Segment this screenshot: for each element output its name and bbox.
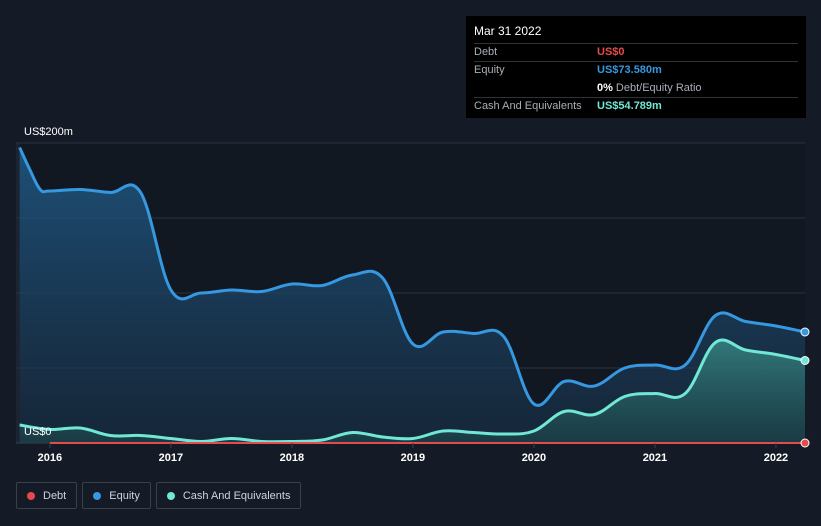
tooltip-cash-value: US$54.789m — [597, 100, 662, 112]
x-tick-label: 2021 — [643, 452, 667, 464]
tooltip-debt-label: Debt — [474, 46, 498, 58]
tooltip-ratio-label: Debt/Equity Ratio — [615, 82, 702, 94]
tooltip-equity-label: Equity — [474, 64, 505, 76]
x-tick-label: 2020 — [522, 452, 546, 464]
cash-end-marker — [800, 356, 810, 365]
y-tick-label-bottom: US$0 — [24, 426, 52, 438]
tooltip-row-equity: Equity US$73.580m — [474, 61, 798, 79]
legend-item-equity[interactable]: Equity — [82, 482, 151, 509]
equity-line — [18, 146, 806, 407]
equity-end-marker — [800, 327, 810, 337]
legend-debt-label: Debt — [43, 489, 67, 502]
tooltip-debt-value: US$0 — [597, 46, 625, 58]
tooltip-date: Mar 31 2022 — [474, 24, 542, 38]
tooltip-cash-label: Cash And Equivalents — [474, 100, 582, 112]
tooltip-ratio-percent: 0% — [597, 82, 613, 94]
legend-equity-dot-icon — [93, 491, 102, 500]
cash-line — [19, 338, 806, 444]
debt-end-marker — [800, 438, 810, 448]
legend-item-cash[interactable]: Cash And Equivalents — [155, 482, 302, 509]
y-tick-label-top: US$200m — [24, 126, 73, 138]
legend-item-debt[interactable]: Debt — [16, 482, 78, 509]
legend-debt-dot-icon — [27, 491, 35, 500]
chart-legend: Debt Equity Cash And Equivalents — [16, 482, 302, 509]
legend-cash-label: Cash And Equivalents — [182, 489, 291, 502]
x-tick-label: 2017 — [159, 452, 183, 464]
x-tick-label: 2022 — [764, 452, 788, 464]
x-tick-label: 2018 — [280, 452, 304, 464]
cash-area — [19, 340, 805, 443]
tooltip-panel: Mar 31 2022 Debt US$0 Equity US$73.580m … — [466, 16, 806, 118]
tooltip-row-cash: Cash And Equivalents US$54.789m — [474, 97, 798, 115]
legend-equity-label: Equity — [109, 489, 140, 502]
tooltip-equity-value: US$73.580m — [597, 64, 662, 76]
tooltip-row-debt: Debt US$0 — [474, 43, 798, 61]
x-axis-ticks: 2016 2017 2018 2019 2020 2021 2022 — [38, 443, 788, 464]
x-tick-label: 2016 — [38, 452, 62, 464]
tooltip-row-ratio: 0% Debt/Equity Ratio — [474, 79, 798, 97]
legend-cash-dot-icon — [166, 491, 175, 500]
equity-area — [19, 147, 805, 443]
x-tick-label: 2019 — [401, 452, 425, 464]
